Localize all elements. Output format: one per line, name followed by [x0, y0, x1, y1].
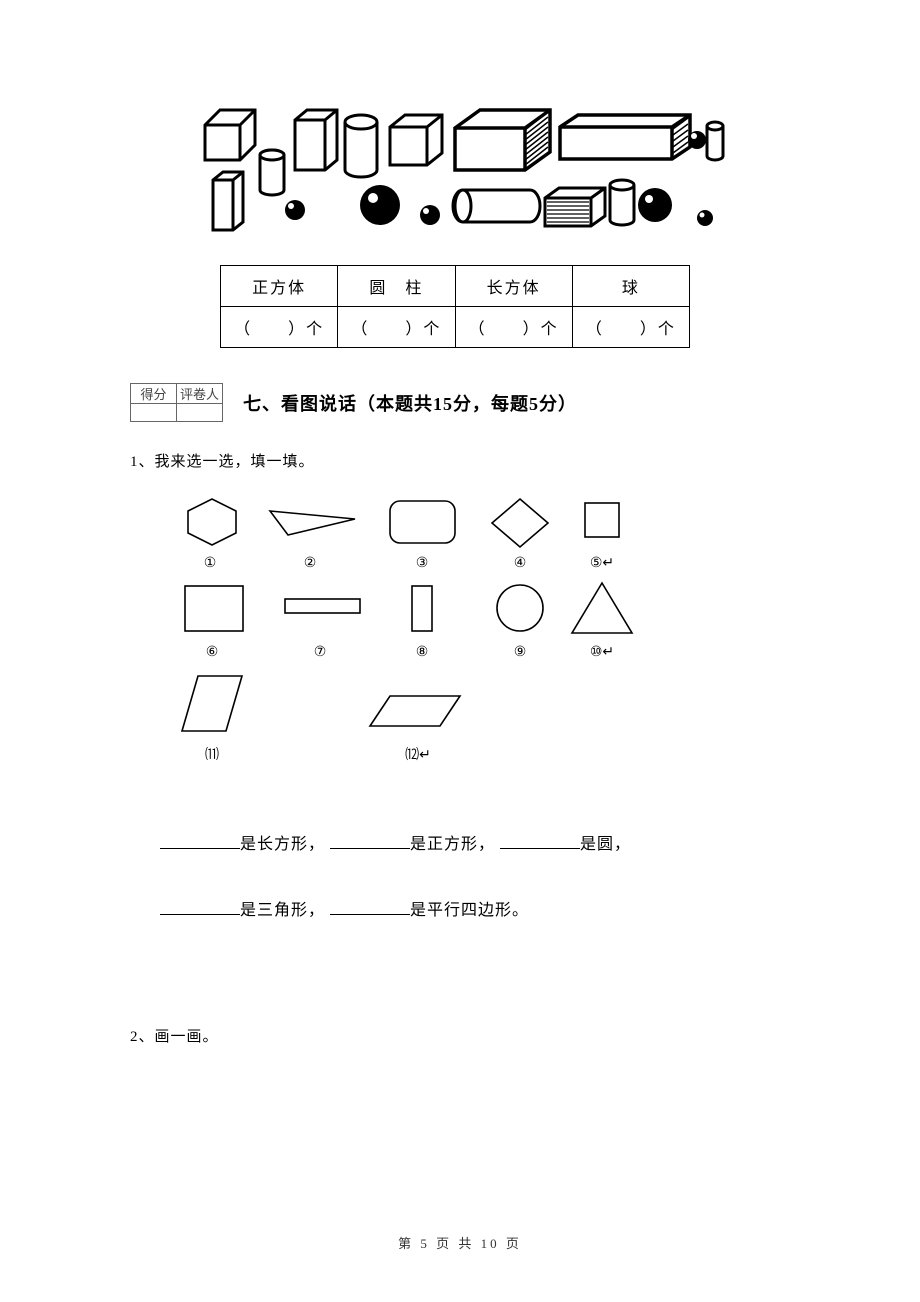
svg-text:⑿↵: ⑿↵	[405, 747, 431, 763]
score-empty	[131, 404, 177, 422]
fill-blank-line-1: 是长方形， 是正方形， 是圆，	[160, 821, 780, 869]
score-box: 得分 评卷人	[130, 383, 223, 422]
td-sphere: （ ）个	[572, 307, 689, 348]
hexagon-1	[188, 499, 236, 545]
diamond-4	[492, 499, 548, 547]
shapes-2d-grid: ① ② ③ ④ ⑤↵ ⑥ ⑦ ⑧ ⑨ ⑩↵ ⑾ ⑿↵	[160, 491, 650, 791]
blank-rect[interactable]	[160, 833, 240, 849]
grader-empty	[177, 404, 223, 422]
td-cylinder: （ ）个	[338, 307, 455, 348]
counting-table: 正方体 圆 柱 长方体 球 （ ）个 （ ）个 （ ）个 （ ）个	[220, 265, 690, 348]
score-label: 得分	[131, 384, 177, 404]
svg-text:⑾: ⑾	[205, 747, 219, 763]
grader-label: 评卷人	[177, 384, 223, 404]
svg-text:⑦: ⑦	[314, 645, 327, 660]
lbl-rect: 是长方形，	[240, 836, 325, 853]
th-cylinder: 圆 柱	[338, 266, 455, 307]
section-7-header: 得分 评卷人 七、看图说话（本题共15分，每题5分）	[130, 383, 780, 422]
svg-text:③: ③	[416, 556, 429, 571]
rect-7	[285, 599, 360, 613]
triangle-2	[270, 511, 355, 535]
svg-text:①: ①	[204, 556, 217, 571]
svg-text:⑩↵: ⑩↵	[590, 645, 614, 660]
question-2: 2、画一画。	[130, 1025, 780, 1046]
svg-text:④: ④	[514, 556, 527, 571]
svg-text:②: ②	[304, 556, 317, 571]
parallelogram-12	[370, 696, 460, 726]
blank-square[interactable]	[330, 833, 410, 849]
lbl-circle: 是圆，	[580, 836, 631, 853]
rect-6	[185, 586, 243, 631]
lbl-parallelogram: 是平行四边形。	[410, 902, 529, 919]
blank-triangle[interactable]	[160, 899, 240, 915]
svg-text:⑧: ⑧	[416, 645, 429, 660]
rect-8	[412, 586, 432, 631]
lbl-triangle: 是三角形，	[240, 902, 325, 919]
circle-9	[497, 585, 543, 631]
triangle-10	[572, 583, 632, 633]
svg-text:⑥: ⑥	[206, 645, 219, 660]
fill-blank-line-2: 是三角形， 是平行四边形。	[160, 887, 780, 935]
parallelogram-11	[182, 676, 242, 731]
td-cube: （ ）个	[221, 307, 338, 348]
section-title: 七、看图说话（本题共15分，每题5分）	[243, 390, 577, 416]
td-cuboid: （ ）个	[455, 307, 572, 348]
rounded-rect-3	[390, 501, 455, 543]
lbl-square: 是正方形，	[410, 836, 495, 853]
th-cube: 正方体	[221, 266, 338, 307]
th-cuboid: 长方体	[455, 266, 572, 307]
th-sphere: 球	[572, 266, 689, 307]
svg-text:⑨: ⑨	[514, 645, 527, 660]
question-1: 1、我来选一选，填一填。	[130, 450, 780, 471]
shapes-3d-illustration	[185, 100, 725, 240]
blank-parallelogram[interactable]	[330, 899, 410, 915]
square-5	[585, 503, 619, 537]
page-footer: 第 5 页 共 10 页	[0, 1233, 920, 1252]
blank-circle[interactable]	[500, 833, 580, 849]
svg-text:⑤↵: ⑤↵	[590, 556, 614, 571]
